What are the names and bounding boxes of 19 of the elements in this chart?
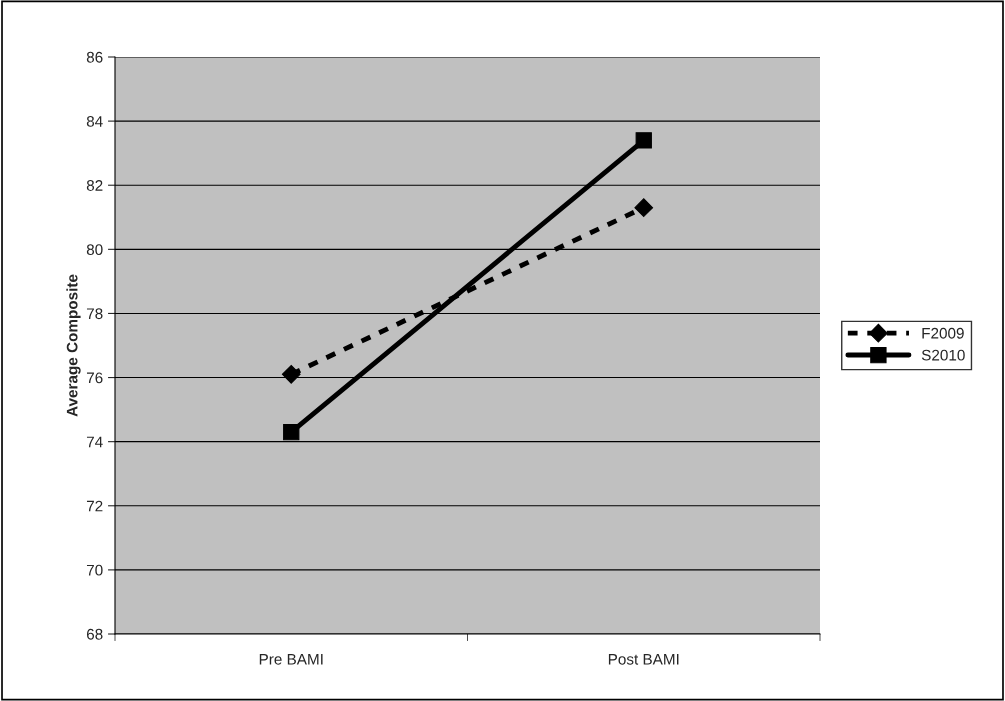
y-axis-title: Average Composite: [66, 274, 81, 417]
point: [281, 364, 301, 384]
y-tick-label: 82: [86, 180, 103, 191]
y-tick-label: 76: [86, 372, 103, 384]
x-tick-label: Post BAMI: [608, 654, 679, 665]
y-tick-label: 84: [86, 115, 103, 127]
y-tick-label: 74: [86, 436, 103, 448]
point: [635, 132, 652, 149]
y-tick-label: 70: [86, 564, 103, 576]
legend-label: S2010: [921, 349, 965, 361]
point: [634, 198, 654, 218]
x-tick-label: Pre BAMI: [259, 654, 323, 665]
point: [283, 423, 300, 441]
y-tick-label: 68: [86, 628, 103, 640]
legend-label: F2009: [922, 327, 964, 339]
y-tick-label: 80: [86, 244, 103, 256]
y-tick-label: 78: [86, 308, 103, 320]
y-tick-label: 72: [86, 500, 103, 512]
y-tick-label: 86: [86, 51, 103, 63]
